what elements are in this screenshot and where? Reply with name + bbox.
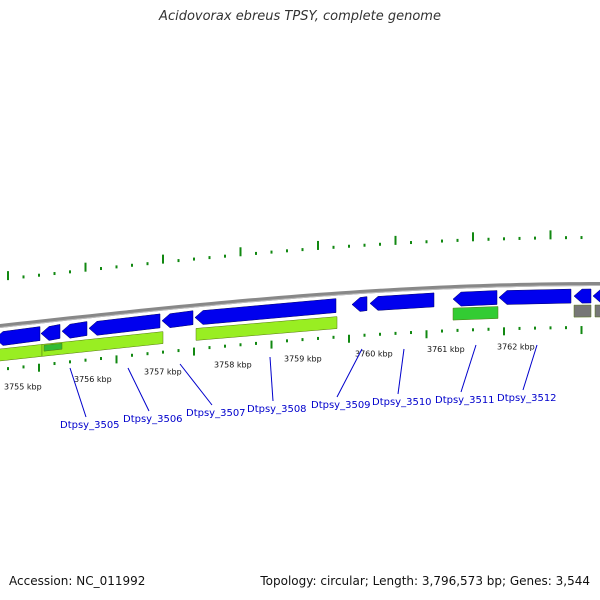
- kbp-tick-label: 3762 kbp: [497, 343, 535, 352]
- cds-arrow-icon: [498, 288, 572, 305]
- gene-leader-line: [336, 348, 363, 398]
- kbp-tick-label: 3756 kbp: [74, 375, 112, 384]
- cds-arrow-icon: [573, 288, 592, 304]
- gene-leader-line: [69, 367, 87, 418]
- gene-leader-line: [522, 344, 538, 391]
- accession-text: Accession: NC_011992: [9, 574, 146, 588]
- gene-bar: [41, 331, 164, 357]
- gene-bar: [195, 316, 338, 341]
- gene-leader-line: [179, 363, 213, 406]
- cds-arrow-icon: [40, 324, 61, 341]
- kbp-tick-label: 3760 kbp: [355, 349, 393, 358]
- gene-bar: [0, 344, 43, 362]
- cds-arrow-icon: [369, 292, 435, 311]
- genome-summary-text: Topology: circular; Length: 3,796,573 bp…: [260, 574, 590, 588]
- gene-label: Dtpsy_3510: [372, 397, 432, 408]
- backbone-highlight: [0, 285, 600, 329]
- gene-label: Dtpsy_3505: [60, 420, 120, 431]
- cds-arrow-icon: [351, 296, 368, 312]
- gene-label: Dtpsy_3512: [497, 393, 557, 404]
- cds-arrow-icon: [194, 298, 337, 325]
- kbp-tick-label: 3758 kbp: [214, 361, 252, 370]
- cds-arrow-icon: [452, 290, 498, 307]
- kbp-tick-label: 3757 kbp: [144, 368, 182, 377]
- gene-label: Dtpsy_3511: [435, 395, 495, 406]
- cds-arrow-icon: [61, 321, 88, 339]
- gene-leader-line: [460, 344, 477, 393]
- other-feature-bar: [573, 304, 592, 318]
- kbp-tick-label: 3759 kbp: [284, 355, 322, 364]
- kbp-tick-label: 3755 kbp: [4, 383, 42, 392]
- other-feature-bar: [594, 304, 600, 318]
- kbp-tick-label: 3761 kbp: [427, 345, 465, 354]
- cds-arrow-icon: [0, 326, 41, 346]
- cds-arrow-icon: [88, 313, 161, 336]
- cds-arrow-icon: [161, 310, 194, 328]
- backbone-line: [0, 282, 600, 329]
- gene-leader-line: [127, 367, 150, 412]
- rna-bar: [452, 306, 499, 321]
- gene-label: Dtpsy_3508: [247, 404, 307, 415]
- map-title: Acidovorax ebreus TPSY, complete genome: [159, 9, 441, 24]
- gene-label: Dtpsy_3506: [123, 414, 183, 425]
- gene-label: Dtpsy_3507: [186, 408, 246, 419]
- gene-label: Dtpsy_3509: [311, 400, 371, 411]
- gene-leader-line: [397, 348, 405, 395]
- rna-bar: [43, 342, 63, 352]
- cds-arrow-icon: [592, 289, 600, 303]
- gene-leader-line: [269, 356, 274, 402]
